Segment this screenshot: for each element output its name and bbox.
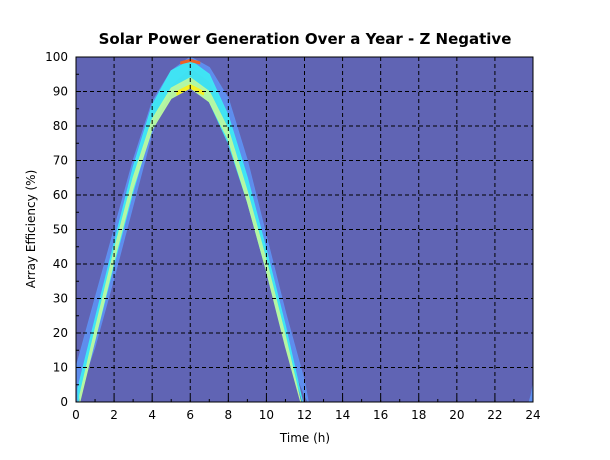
y-tick-label: 70 bbox=[53, 154, 68, 168]
y-tick-label: 20 bbox=[53, 326, 68, 340]
y-tick-label: 90 bbox=[53, 85, 68, 99]
x-tick-label: 22 bbox=[487, 408, 502, 422]
x-tick-label: 10 bbox=[259, 408, 274, 422]
y-tick-label: 0 bbox=[60, 395, 68, 409]
y-tick-label: 40 bbox=[53, 257, 68, 271]
chart-title: Solar Power Generation Over a Year - Z N… bbox=[99, 30, 512, 48]
x-tick-label: 18 bbox=[411, 408, 426, 422]
band-high bbox=[79, 77, 302, 403]
x-axis-label: Time (h) bbox=[279, 431, 330, 445]
x-tick-label: 0 bbox=[72, 408, 80, 422]
x-tick-label: 6 bbox=[186, 408, 194, 422]
y-tick-label: 80 bbox=[53, 119, 68, 133]
y-tick-label: 30 bbox=[53, 292, 68, 306]
y-axis-label: Array Efficiency (%) bbox=[24, 170, 38, 289]
x-tick-label: 14 bbox=[335, 408, 350, 422]
y-tick-label: 60 bbox=[53, 188, 68, 202]
y-tick-label: 10 bbox=[53, 361, 68, 375]
x-tick-label: 12 bbox=[297, 408, 312, 422]
x-tick-label: 8 bbox=[225, 408, 233, 422]
plot-frame bbox=[75, 56, 534, 403]
x-tick-label: 24 bbox=[525, 408, 540, 422]
y-tick-label: 100 bbox=[45, 50, 68, 64]
x-tick-label: 2 bbox=[110, 408, 118, 422]
x-tick-label: 16 bbox=[373, 408, 388, 422]
x-tick-label: 20 bbox=[449, 408, 464, 422]
x-tick-label: 4 bbox=[148, 408, 156, 422]
y-tick-label: 50 bbox=[53, 223, 68, 237]
